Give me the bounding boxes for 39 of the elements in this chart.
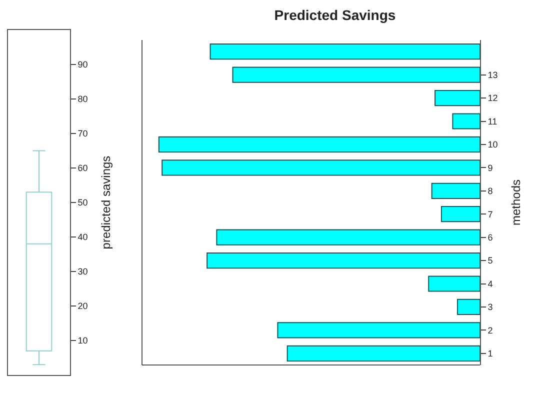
bar xyxy=(210,44,480,60)
bar xyxy=(232,66,480,83)
bar xyxy=(286,345,480,362)
y-axis-title: methods xyxy=(509,179,523,226)
y-tick-label: 70 xyxy=(78,128,88,139)
y-tick-label: 4 xyxy=(488,278,493,289)
bar xyxy=(457,298,480,316)
y-tick-label: 20 xyxy=(78,301,88,312)
y-tick-label: 9 xyxy=(488,162,493,173)
y-tick-label: 5 xyxy=(488,256,493,266)
bar xyxy=(428,276,480,292)
y-tick-label: 10 xyxy=(78,336,88,346)
y-tick-label: 11 xyxy=(488,116,498,126)
bar xyxy=(206,252,480,269)
y-tick-label: 50 xyxy=(78,198,88,208)
y-tick-label: 30 xyxy=(78,266,88,277)
y-tick-label: 8 xyxy=(488,186,493,196)
bar xyxy=(431,182,480,199)
y-tick-label: 7 xyxy=(488,209,493,220)
y-axis-title: predicted savings xyxy=(99,156,113,250)
bar xyxy=(440,206,480,222)
bar xyxy=(452,113,480,130)
y-tick-label: 6 xyxy=(488,232,493,242)
y-tick-label: 12 xyxy=(488,93,498,104)
bar xyxy=(434,90,480,106)
bar xyxy=(216,229,480,246)
bar xyxy=(158,136,480,153)
y-tick-label: 80 xyxy=(78,94,88,104)
y-tick-label: 60 xyxy=(78,163,88,174)
y-tick-label: 10 xyxy=(488,140,498,150)
y-tick-label: 3 xyxy=(488,302,493,312)
chart-title: Predicted Savings xyxy=(274,7,396,23)
y-tick-label: 13 xyxy=(488,70,498,80)
bar xyxy=(277,322,480,338)
y-tick-label: 40 xyxy=(78,232,88,242)
y-tick-label: 1 xyxy=(488,348,493,359)
bar xyxy=(162,160,480,176)
y-tick-label: 90 xyxy=(78,60,88,70)
y-tick-label: 2 xyxy=(488,325,493,336)
